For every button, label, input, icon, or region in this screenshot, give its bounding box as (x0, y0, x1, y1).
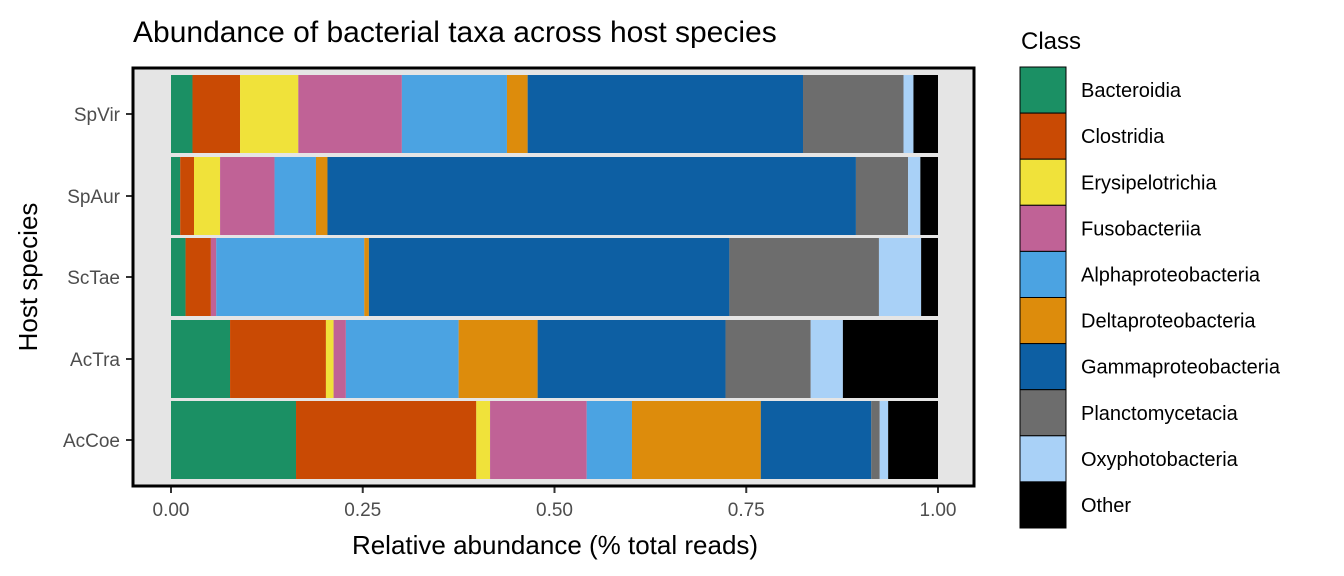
bar-segment (345, 320, 459, 398)
bar-segment (888, 401, 938, 479)
bar-segment (810, 320, 843, 398)
bar-segment (458, 320, 538, 398)
bars-group (171, 75, 938, 479)
y-axis-title: Host species (13, 203, 43, 352)
legend-label: Bacteroidia (1081, 80, 1182, 102)
bar-segment (921, 238, 938, 316)
y-tick-label: SpAur (67, 187, 120, 208)
x-axis-title: Relative abundance (% total reads) (352, 530, 758, 560)
bar-segment (171, 157, 181, 235)
bar-segment (171, 238, 186, 316)
plot-border (131, 66, 976, 488)
legend-swatch (1019, 112, 1067, 160)
bar-segment (631, 401, 761, 479)
legend-swatch (1019, 297, 1067, 345)
legend-label: Erysipelotrichia (1081, 172, 1217, 194)
bar-segment (298, 75, 402, 153)
bar-segment (908, 157, 921, 235)
bar-segment (216, 238, 365, 316)
legend-label: Clostridia (1081, 126, 1165, 148)
legend-swatch (1019, 389, 1067, 437)
legend-swatch (1019, 250, 1067, 298)
bar-segment (327, 157, 856, 235)
x-tick-label: 0.50 (536, 500, 573, 521)
x-tick-label: 0.75 (728, 500, 765, 521)
legend-title: Class (1021, 28, 1081, 55)
bar-segment (171, 75, 193, 153)
bar-segment (368, 238, 730, 316)
bar-segment (729, 238, 879, 316)
bar-segment (185, 238, 211, 316)
bar-segment (842, 320, 938, 398)
bar-segment (506, 75, 528, 153)
bar-segment (210, 238, 217, 316)
bar-segment (401, 75, 507, 153)
bar-segment (171, 320, 231, 398)
y-tick-label: AcTra (70, 350, 120, 371)
x-tick-label: 0.25 (344, 500, 381, 521)
bar-segment (220, 157, 275, 235)
bar-segment (537, 320, 726, 398)
y-tick-label: SpVir (74, 105, 121, 126)
bar-segment (855, 157, 909, 235)
bar-segment (878, 238, 922, 316)
bar-segment (586, 401, 632, 479)
bar-segment (725, 320, 811, 398)
bar-segment (333, 320, 346, 398)
bar-segment (274, 157, 316, 235)
legend-label: Deltaproteobacteria (1081, 311, 1256, 333)
y-tick-label: AcCoe (63, 431, 120, 452)
legend-label: Planctomycetacia (1081, 403, 1239, 425)
bar-segment (364, 238, 369, 316)
bar-segment (476, 401, 491, 479)
legend: Bacteroidia Clostridia Erysipelotrichia Fus… (1019, 66, 1281, 529)
bar-segment (871, 401, 880, 479)
bar-segment (180, 157, 195, 235)
bar-segment (527, 75, 803, 153)
legend-swatch (1019, 66, 1067, 114)
bar-segment (171, 401, 297, 479)
x-tick-label: 1.00 (920, 500, 957, 521)
legend-label: Other (1081, 495, 1131, 517)
bar-segment (803, 75, 904, 153)
bar-segment (490, 401, 587, 479)
legend-swatch (1019, 435, 1067, 483)
bar-segment (315, 157, 328, 235)
y-axis-ticks: SpVir SpAur ScTae AcTra AcCoe (63, 105, 133, 452)
bar-segment (325, 320, 334, 398)
bar-segment (903, 75, 914, 153)
y-tick-label: ScTae (67, 268, 120, 289)
legend-swatch (1019, 158, 1067, 206)
legend-swatch (1019, 481, 1067, 529)
legend-label: Gammaproteobacteria (1081, 357, 1281, 379)
legend-label: Fusobacteriia (1081, 218, 1202, 240)
legend-label: Alphaproteobacteria (1081, 264, 1261, 286)
bar-segment (240, 75, 299, 153)
x-tick-label: 0.00 (153, 500, 190, 521)
legend-swatch (1019, 343, 1067, 391)
bar-segment (296, 401, 477, 479)
bar-segment (913, 75, 938, 153)
bar-segment (230, 320, 326, 398)
chart-title: Abundance of bacterial taxa across host … (133, 16, 777, 49)
bar-segment (760, 401, 872, 479)
bar-segment (194, 157, 221, 235)
legend-label: Oxyphotobacteria (1081, 449, 1239, 471)
bar-segment (192, 75, 241, 153)
x-axis-ticks: 0.00 0.25 0.50 0.75 1.00 (153, 486, 957, 521)
bar-segment (920, 157, 938, 235)
bar-segment (879, 401, 889, 479)
legend-swatch (1019, 204, 1067, 252)
